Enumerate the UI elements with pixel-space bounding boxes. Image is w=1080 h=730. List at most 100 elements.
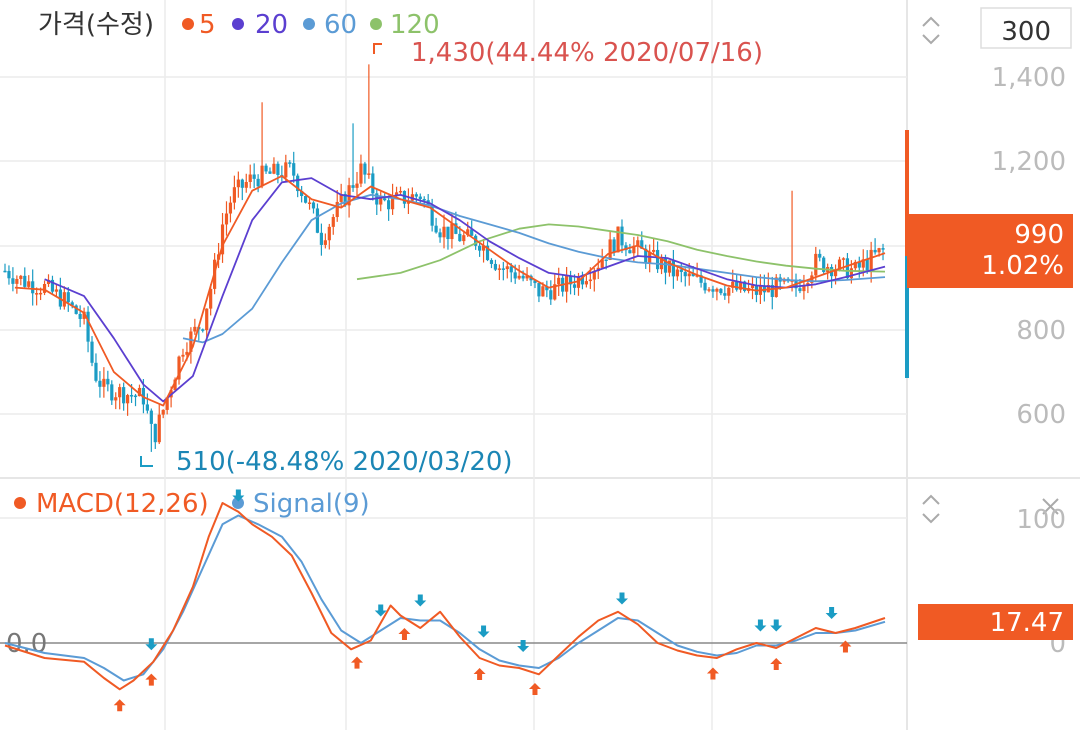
chevron-up-icon[interactable] [922,16,940,27]
candle [739,274,743,293]
candle [833,264,838,285]
candle [78,305,82,328]
candle-body [501,268,505,270]
period-input-value[interactable]: 300 [1001,17,1051,47]
candle-body [11,278,15,284]
candle [15,275,19,294]
candle [648,244,652,273]
candle-body [390,195,395,210]
candle [830,264,834,289]
candle [873,238,877,255]
candle [442,214,446,249]
candle-body [201,329,205,331]
candle-body [181,354,185,357]
candle-body [129,395,134,397]
buy-arrow-icon [528,683,541,695]
candle-body [224,213,229,225]
ma5-legend-label: 5 [199,10,216,40]
chevron-up-icon[interactable] [922,494,940,505]
candle [327,223,331,250]
candle-body [541,286,545,297]
candle [311,201,316,214]
macd-panel-stepper[interactable] [922,494,940,524]
close-icon[interactable] [1042,498,1059,515]
ma60-dot [303,18,315,30]
candle [723,285,727,300]
candle [50,275,55,294]
price-panel-stepper[interactable] [922,16,940,45]
candle [331,214,335,235]
candle [707,287,711,293]
ma20-dot [232,18,244,30]
candle-body [438,232,442,238]
candle [703,278,707,294]
buy-arrow-icon [145,673,158,686]
candle-body [110,384,114,401]
sell-arrow-icon [232,489,245,502]
candle-body [814,253,818,276]
candle [189,327,193,364]
candle-body [288,162,292,164]
candle-body [513,272,517,279]
candle-body [861,259,865,268]
candle-body [715,288,719,292]
candle [244,173,248,193]
candle [42,280,47,296]
candle-body [675,269,679,277]
chevron-down-icon[interactable] [922,34,940,45]
candle-body [236,179,240,188]
macd-legend-label: MACD(12,26) [36,489,209,519]
candle [715,287,719,301]
ma20-legend-label: 20 [255,10,288,40]
candle-body [576,277,581,288]
candle [802,274,806,300]
candle-body [359,163,363,184]
candle-body [292,163,296,176]
candle-body [189,331,193,352]
sell-arrow-icon [145,638,158,651]
low-marker-icon [140,456,153,467]
candle-body [636,240,640,246]
candle [390,183,395,215]
candle-body [739,281,743,290]
candle [272,157,276,175]
candle-body [114,397,118,401]
period-input-box[interactable] [980,7,1072,49]
candle [865,250,869,274]
ma120-legend-label: 120 [390,10,440,40]
candle-body [497,268,501,270]
candle [608,231,612,261]
candle [363,161,367,184]
candle-body [568,275,573,285]
sell-arrow-icon [754,619,767,632]
candle [782,277,786,285]
candle [758,274,763,305]
candle [711,285,715,298]
candle [82,307,86,325]
candle-body [517,275,521,279]
candle [616,226,620,253]
candle [814,246,818,282]
candle [90,336,94,367]
candle-body [553,284,557,300]
candle [367,64,371,179]
candle [256,174,260,193]
candle [126,393,130,416]
candle [450,212,454,249]
candle-body [122,387,126,404]
candle-body [268,171,272,174]
candle [288,160,292,168]
candle-body [70,302,74,306]
candle [379,191,383,212]
candle-body [612,239,616,253]
candle [23,267,27,289]
candle [319,223,324,256]
candle-body [687,273,691,277]
chevron-down-icon[interactable] [922,513,940,524]
candle [818,249,822,262]
candle-body [632,245,636,254]
candle [292,151,296,183]
candle-body [118,387,122,398]
candle-body [371,173,375,194]
candle-body [652,249,656,252]
